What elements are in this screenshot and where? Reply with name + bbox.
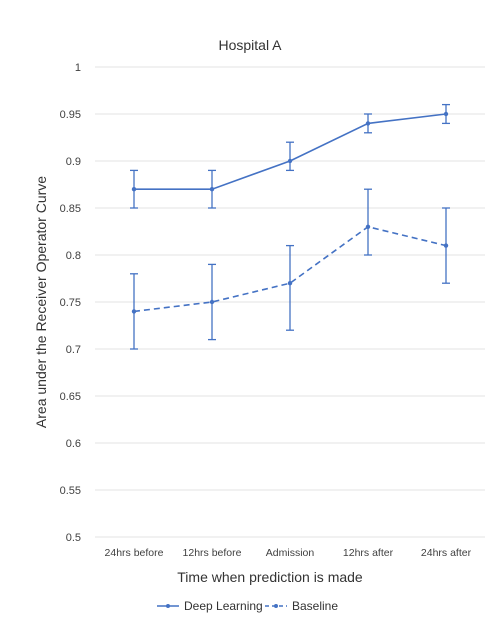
legend-marker	[166, 604, 170, 608]
y-tick-label: 0.7	[66, 344, 81, 356]
legend-label: Baseline	[292, 599, 338, 613]
series-baseline	[130, 188, 450, 350]
y-tick-label: 0.6	[66, 438, 81, 450]
x-tick-label: 12hrs before	[183, 547, 242, 559]
series	[130, 103, 450, 350]
y-tick-label: 0.8	[66, 250, 81, 262]
data-point	[131, 309, 137, 314]
y-tick-label: 0.5	[66, 532, 81, 544]
x-tick-label: 12hrs after	[343, 547, 394, 559]
data-point	[209, 299, 215, 305]
y-tick-label: 0.55	[60, 485, 81, 497]
series-deep-learning	[130, 103, 450, 209]
data-point	[443, 243, 449, 248]
y-tick-label: 0.95	[60, 109, 81, 121]
legend-label: Deep Learning	[184, 599, 263, 613]
chart-title: Hospital A	[218, 37, 282, 53]
legend-item: Baseline	[265, 599, 338, 613]
data-point	[209, 187, 215, 192]
data-point	[443, 111, 449, 117]
legend-item: Deep Learning	[157, 599, 263, 613]
x-tick-label: Admission	[266, 547, 315, 559]
x-axis-label: Time when prediction is made	[177, 569, 363, 585]
data-point	[365, 224, 371, 229]
series-line	[133, 225, 447, 313]
y-axis-ticks: 0.5 0.55 0.6 0.65 0.7 0.75 0.8 0.85 0.9 0.95 1	[60, 62, 81, 544]
y-tick-label: 0.75	[60, 297, 81, 309]
y-axis-label: Area under the Receiver Operator Curve	[33, 176, 49, 428]
legend: Deep Learning Baseline	[157, 599, 338, 613]
y-tick-label: 0.65	[60, 391, 81, 403]
y-tick-label: 1	[75, 62, 81, 74]
y-tick-label: 0.9	[66, 156, 81, 168]
x-tick-label: 24hrs before	[105, 547, 164, 559]
data-point	[287, 281, 293, 286]
data-point	[365, 121, 371, 126]
y-tick-label: 0.85	[60, 203, 81, 215]
x-tick-label: 24hrs after	[421, 547, 472, 559]
x-axis-ticks: 24hrs before 12hrs before Admission 12hrs a…	[105, 547, 472, 559]
legend-marker	[274, 604, 278, 608]
data-point	[287, 158, 293, 164]
data-point	[131, 187, 137, 192]
